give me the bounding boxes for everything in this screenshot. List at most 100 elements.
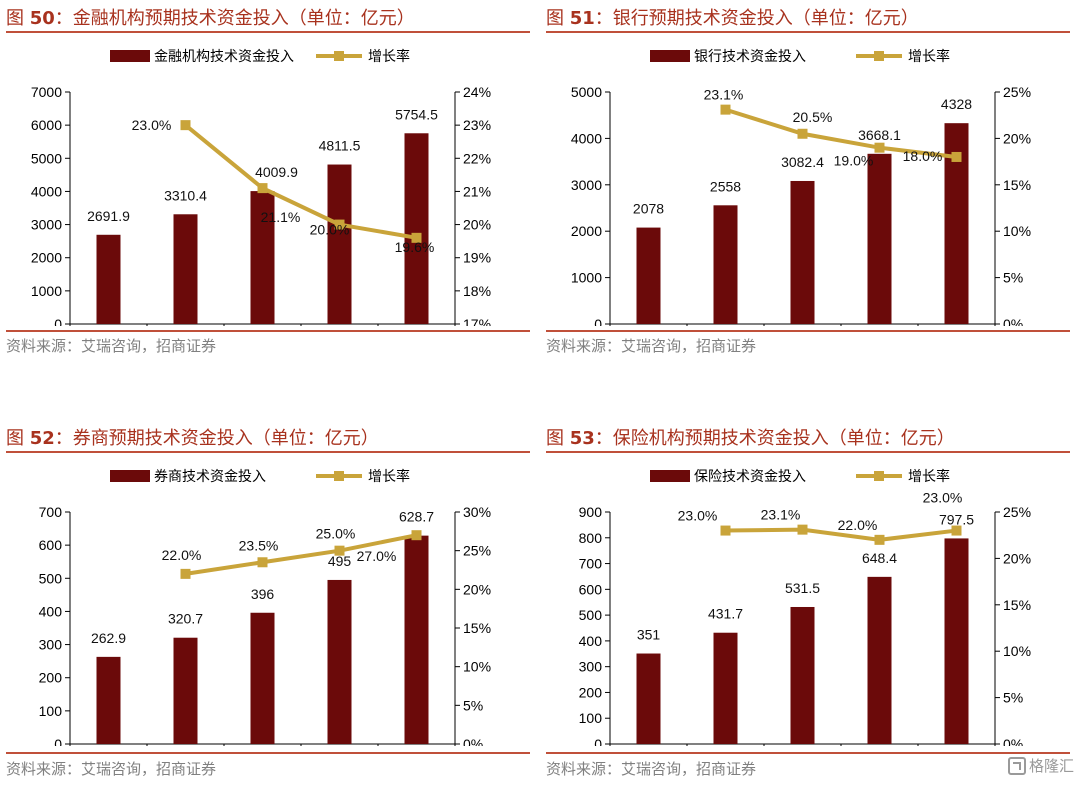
- bar: [636, 653, 661, 744]
- left-tick-label: 4000: [571, 130, 602, 146]
- right-tick-label: 19%: [463, 250, 491, 266]
- bar: [96, 234, 121, 324]
- figure-number: 52: [29, 428, 55, 449]
- bar: [867, 576, 892, 744]
- figure-prefix: 图: [546, 428, 570, 449]
- growth-line: [184, 123, 417, 240]
- left-tick-label: 700: [579, 556, 603, 572]
- figure-caption: ：金融机构预期技术资金投入（单位：亿元）: [54, 8, 415, 29]
- bar: [713, 632, 738, 744]
- title-divider: [546, 451, 1070, 453]
- growth-line: [185, 533, 417, 576]
- title-divider: [6, 451, 530, 453]
- combo-chart: 保险技术资金投入 增长率01002003004005006007008009000…: [579, 468, 1031, 746]
- right-tick-label: 18%: [463, 283, 491, 299]
- right-tick-label: 5%: [463, 697, 483, 713]
- growth-value-label: 19.0%: [834, 153, 874, 169]
- bar: [173, 637, 198, 744]
- left-tick-label: 2000: [571, 223, 602, 239]
- source-note: 资料来源：艾瑞咨询，招商证券: [6, 337, 217, 355]
- right-tick-label: 22%: [463, 150, 491, 166]
- plot-area: 0 100 200 300 400 500 600 700 0% 5% 10% 15% 20% 25% 30…: [39, 504, 491, 746]
- bar-value-label: 3668.1: [858, 127, 901, 143]
- figure-title: 图 52：券商预期技术资金投入（单位：亿元）: [6, 424, 379, 450]
- legend-bar-label: 银行技术资金投入: [694, 49, 806, 65]
- growth-value-label: 20.0%: [310, 222, 350, 238]
- source-divider: [546, 330, 1070, 332]
- right-tick-label: 20%: [1003, 550, 1031, 566]
- left-tick-label: 900: [579, 504, 603, 520]
- growth-value-label: 22.0%: [838, 517, 878, 533]
- figure-caption: ：银行预期技术资金投入（单位：亿元）: [594, 8, 919, 29]
- bar: [404, 133, 429, 324]
- bar-value-label: 648.4: [862, 550, 897, 566]
- left-tick-label: 0: [594, 736, 602, 746]
- combo-chart: 券商技术资金投入 增长率 0 100 200 300 400 500 600 700 0% 5% 10%…: [39, 468, 491, 746]
- left-tick-label: 1000: [571, 270, 602, 286]
- figure-number: 50: [29, 8, 55, 29]
- bar: [250, 191, 275, 324]
- figure-number: 51: [569, 8, 595, 29]
- bar: [636, 227, 661, 324]
- watermark-text: 格隆汇: [1028, 757, 1074, 775]
- growth-marker: [874, 142, 885, 153]
- right-tick-label: 20%: [1003, 130, 1031, 146]
- title-divider: [6, 31, 530, 33]
- legend-line-marker: [874, 471, 884, 481]
- right-tick-label: 5%: [1003, 270, 1023, 286]
- left-tick-label: 200: [579, 684, 603, 700]
- growth-value-label: 23.1%: [761, 507, 801, 523]
- right-tick-label: 15%: [1003, 597, 1031, 613]
- left-tick-label: 400: [39, 603, 63, 619]
- growth-marker: [257, 183, 268, 194]
- figure-title: 图 51：银行预期技术资金投入（单位：亿元）: [546, 4, 919, 30]
- bar-value-label: 2558: [710, 178, 741, 194]
- title-divider: [546, 31, 1070, 33]
- growth-value-label: 23.0%: [132, 117, 172, 133]
- left-tick-label: 500: [579, 607, 603, 623]
- growth-marker: [797, 524, 808, 535]
- growth-value-label: 19.6%: [395, 239, 435, 255]
- growth-value-label: 23.0%: [678, 508, 718, 524]
- left-tick-label: 0: [54, 736, 62, 746]
- watermark: 格隆汇: [1007, 755, 1074, 776]
- chart-legend: 银行技术资金投入 增长率: [650, 48, 950, 65]
- growth-marker: [411, 530, 422, 541]
- bar-value-label: 3310.4: [164, 187, 207, 203]
- growth-marker: [180, 568, 191, 579]
- bar: [250, 612, 275, 744]
- right-tick-label: 20%: [463, 217, 491, 233]
- left-tick-label: 0: [594, 316, 602, 326]
- left-tick-label: 400: [579, 633, 603, 649]
- growth-value-label: 23.1%: [704, 87, 744, 103]
- growth-marker: [411, 232, 422, 243]
- bar-value-label: 5754.5: [395, 106, 438, 122]
- bar-value-label: 431.7: [708, 606, 743, 622]
- bar: [713, 205, 738, 324]
- legend-line-marker: [874, 51, 884, 61]
- right-tick-label: 25%: [1003, 84, 1031, 100]
- left-tick-label: 1000: [31, 283, 62, 299]
- left-tick-label: 600: [579, 581, 603, 597]
- right-tick-label: 25%: [463, 543, 491, 559]
- legend-line-label: 增长率: [368, 48, 410, 65]
- right-tick-label: 10%: [463, 659, 491, 675]
- legend-line-label: 增长率: [908, 468, 950, 485]
- right-tick-label: 24%: [463, 84, 491, 100]
- chart-panel-52: 图 52：券商预期技术资金投入（单位：亿元） 券商技术资金投入 增长率 0 100 20…: [0, 420, 540, 811]
- left-tick-label: 700: [39, 504, 63, 520]
- left-tick-label: 7000: [31, 84, 62, 100]
- bar: [96, 656, 121, 744]
- figure-prefix: 图: [6, 428, 30, 449]
- left-tick-label: 300: [39, 637, 63, 653]
- watermark-logo-icon: [1007, 756, 1026, 775]
- right-tick-label: 15%: [1003, 177, 1031, 193]
- growth-marker: [951, 525, 962, 536]
- left-tick-label: 500: [39, 570, 63, 586]
- left-tick-label: 3000: [31, 217, 62, 233]
- growth-value-label: 22.0%: [162, 547, 202, 563]
- figure-title: 图 53：保险机构预期技术资金投入（单位：亿元）: [546, 424, 955, 450]
- left-tick-label: 4000: [31, 183, 62, 199]
- growth-line: [724, 107, 957, 159]
- bar-value-label: 531.5: [785, 580, 820, 596]
